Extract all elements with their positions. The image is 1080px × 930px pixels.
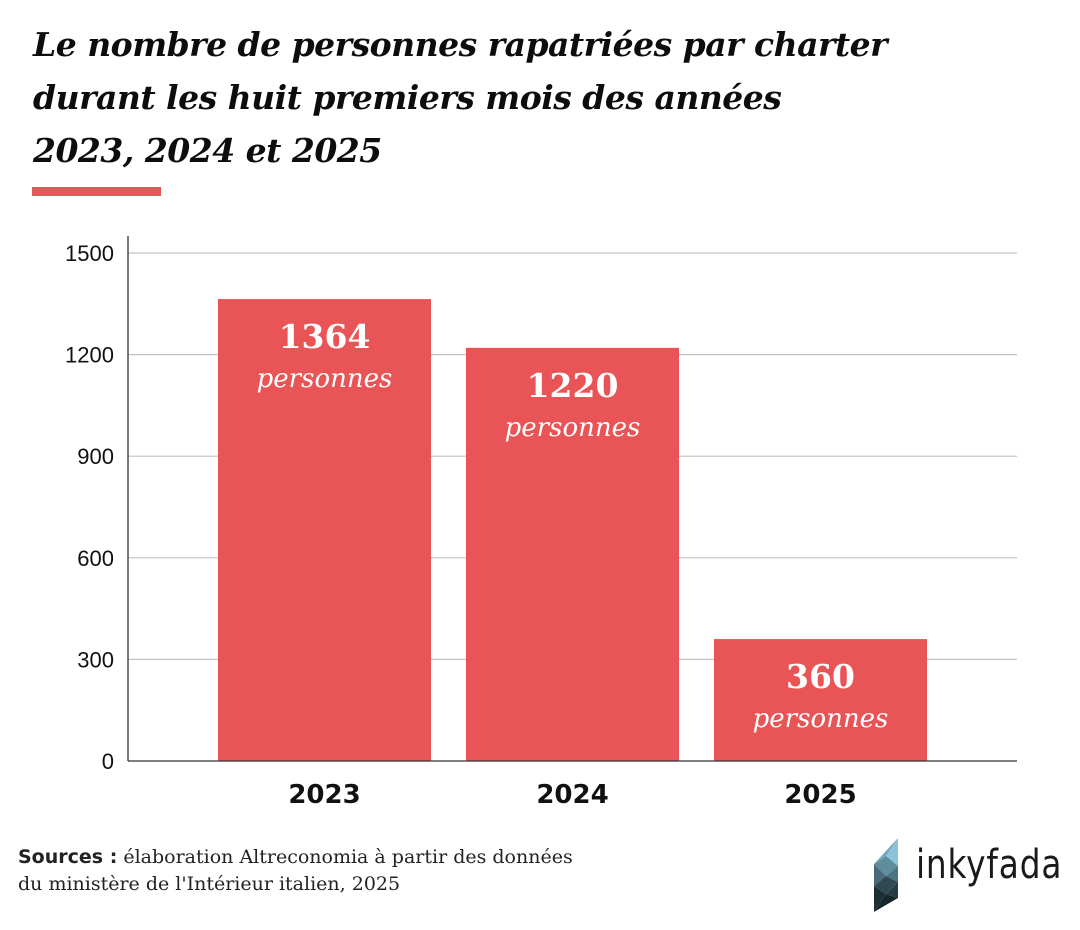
bar-group: 1364 personnes bbox=[218, 299, 431, 761]
y-tick-label: 0 bbox=[102, 749, 114, 774]
chart-title: Le nombre de personnes rapatriées par ch… bbox=[33, 18, 1033, 177]
bar-value-label: 1220 bbox=[527, 366, 619, 405]
bar-group: 1220 personnes bbox=[466, 347, 679, 761]
y-tick-label: 1200 bbox=[65, 343, 114, 368]
chart-title-line-2: durant les huit premiers mois des années bbox=[33, 78, 782, 117]
source-label: Sources : bbox=[18, 846, 118, 868]
x-tick-label: 2024 bbox=[536, 780, 608, 810]
bar bbox=[714, 639, 927, 761]
logo-crystal-icon bbox=[874, 838, 898, 912]
y-tick-label: 1500 bbox=[65, 241, 114, 266]
bar bbox=[466, 347, 679, 761]
bar-unit-label: personnes bbox=[505, 413, 641, 443]
axes bbox=[127, 236, 1017, 762]
bar-group: 360 personnes bbox=[714, 639, 927, 761]
logo-wordmark: inkyfada bbox=[916, 842, 1063, 888]
bar-unit-label: personnes bbox=[753, 704, 889, 734]
x-tick-label: 2025 bbox=[784, 780, 856, 810]
bars: 1364 personnes 1220 personnes 360 personnes bbox=[218, 299, 927, 761]
y-tick-label: 300 bbox=[77, 647, 114, 672]
title-accent-bar bbox=[32, 187, 161, 196]
y-tick-label: 900 bbox=[77, 444, 114, 469]
x-axis-ticks: 2023 2024 2025 bbox=[288, 780, 856, 810]
bar-unit-label: personnes bbox=[257, 364, 393, 394]
chart-title-line-1: Le nombre de personnes rapatriées par ch… bbox=[33, 25, 887, 64]
source-text-line-2: du ministère de l'Intérieur italien, 202… bbox=[18, 873, 401, 895]
chart-title-line-3: 2023, 2024 et 2025 bbox=[33, 131, 382, 170]
bar bbox=[218, 299, 431, 761]
inkyfada-logo: inkyfada bbox=[872, 836, 1062, 914]
bar-value-label: 1364 bbox=[279, 317, 371, 356]
bar-value-label: 360 bbox=[786, 657, 855, 696]
source-text-line-1: élaboration Altreconomia à partir des do… bbox=[117, 846, 573, 868]
y-tick-label: 600 bbox=[77, 546, 114, 571]
source-note: Sources : élaboration Altreconomia à par… bbox=[18, 844, 718, 898]
x-tick-label: 2023 bbox=[288, 780, 360, 810]
y-axis-ticks: 0 300 600 900 1200 1500 bbox=[65, 241, 114, 774]
